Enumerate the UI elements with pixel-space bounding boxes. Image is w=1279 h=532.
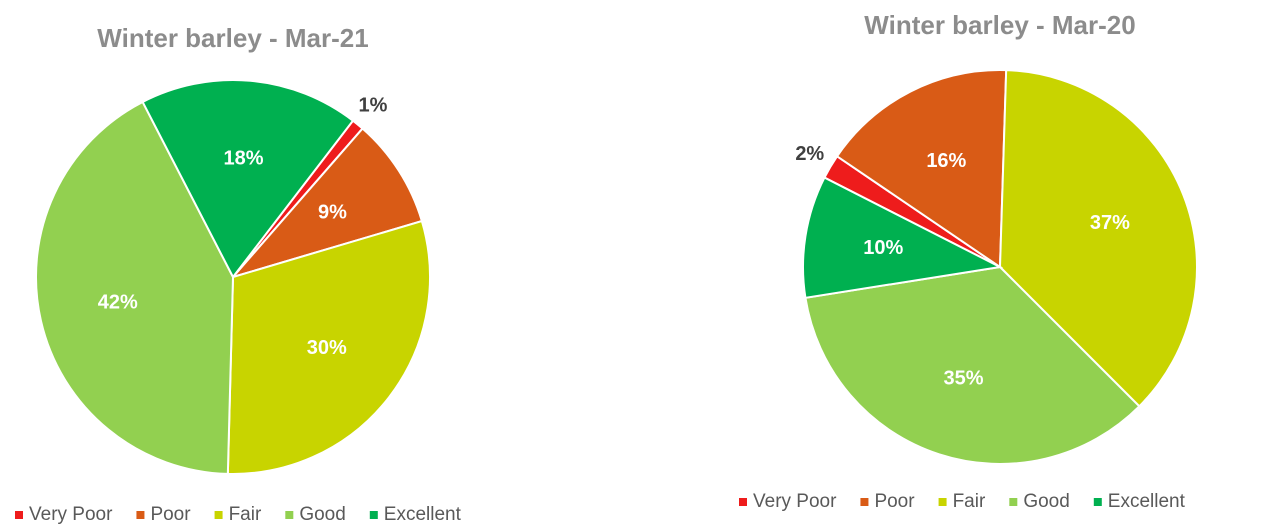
legend-marker: [860, 498, 869, 506]
data-label: 1%: [359, 94, 388, 116]
data-label: 10%: [863, 237, 903, 259]
pie-slice: [229, 127, 424, 279]
legend-label: Very Poor: [753, 491, 837, 512]
legend-label: Good: [1023, 491, 1069, 512]
legend-label: Poor: [150, 504, 191, 525]
legend-label: Fair: [229, 504, 262, 525]
pie-slice: [226, 219, 431, 475]
data-label: 30%: [307, 337, 347, 359]
legend-marker: [1009, 498, 1018, 506]
legend-label: Fair: [953, 491, 986, 512]
legend-marker: [136, 511, 145, 519]
chart-title: Winter barley - Mar-21: [97, 23, 368, 53]
pie-slice: [835, 69, 1008, 269]
legend-label: Excellent: [1108, 491, 1186, 512]
legend-label: Very Poor: [29, 504, 113, 525]
legend-marker: [1093, 498, 1102, 506]
pie-slice: [802, 176, 1004, 299]
legend-label: Good: [299, 504, 345, 525]
pie-slice: [998, 69, 1198, 408]
chart-title: Winter barley - Mar-20: [864, 10, 1135, 40]
data-label: 35%: [943, 368, 983, 390]
legend-marker: [285, 511, 294, 519]
data-label: 2%: [795, 143, 824, 165]
pie-slice: [804, 265, 1141, 465]
data-label: 42%: [98, 292, 138, 314]
legend-marker: [15, 511, 23, 519]
legend-marker: [938, 498, 947, 506]
data-label: 16%: [926, 150, 966, 172]
legend-marker: [369, 511, 378, 519]
legend-label: Excellent: [384, 504, 462, 525]
data-label: 37%: [1090, 212, 1130, 234]
data-label: 18%: [223, 148, 263, 170]
legend-marker: [214, 511, 223, 519]
legend-marker: [739, 498, 747, 506]
legend-label: Poor: [874, 491, 915, 512]
pie-slice: [35, 100, 235, 475]
data-label: 9%: [318, 201, 347, 223]
pie-slice: [141, 79, 355, 279]
